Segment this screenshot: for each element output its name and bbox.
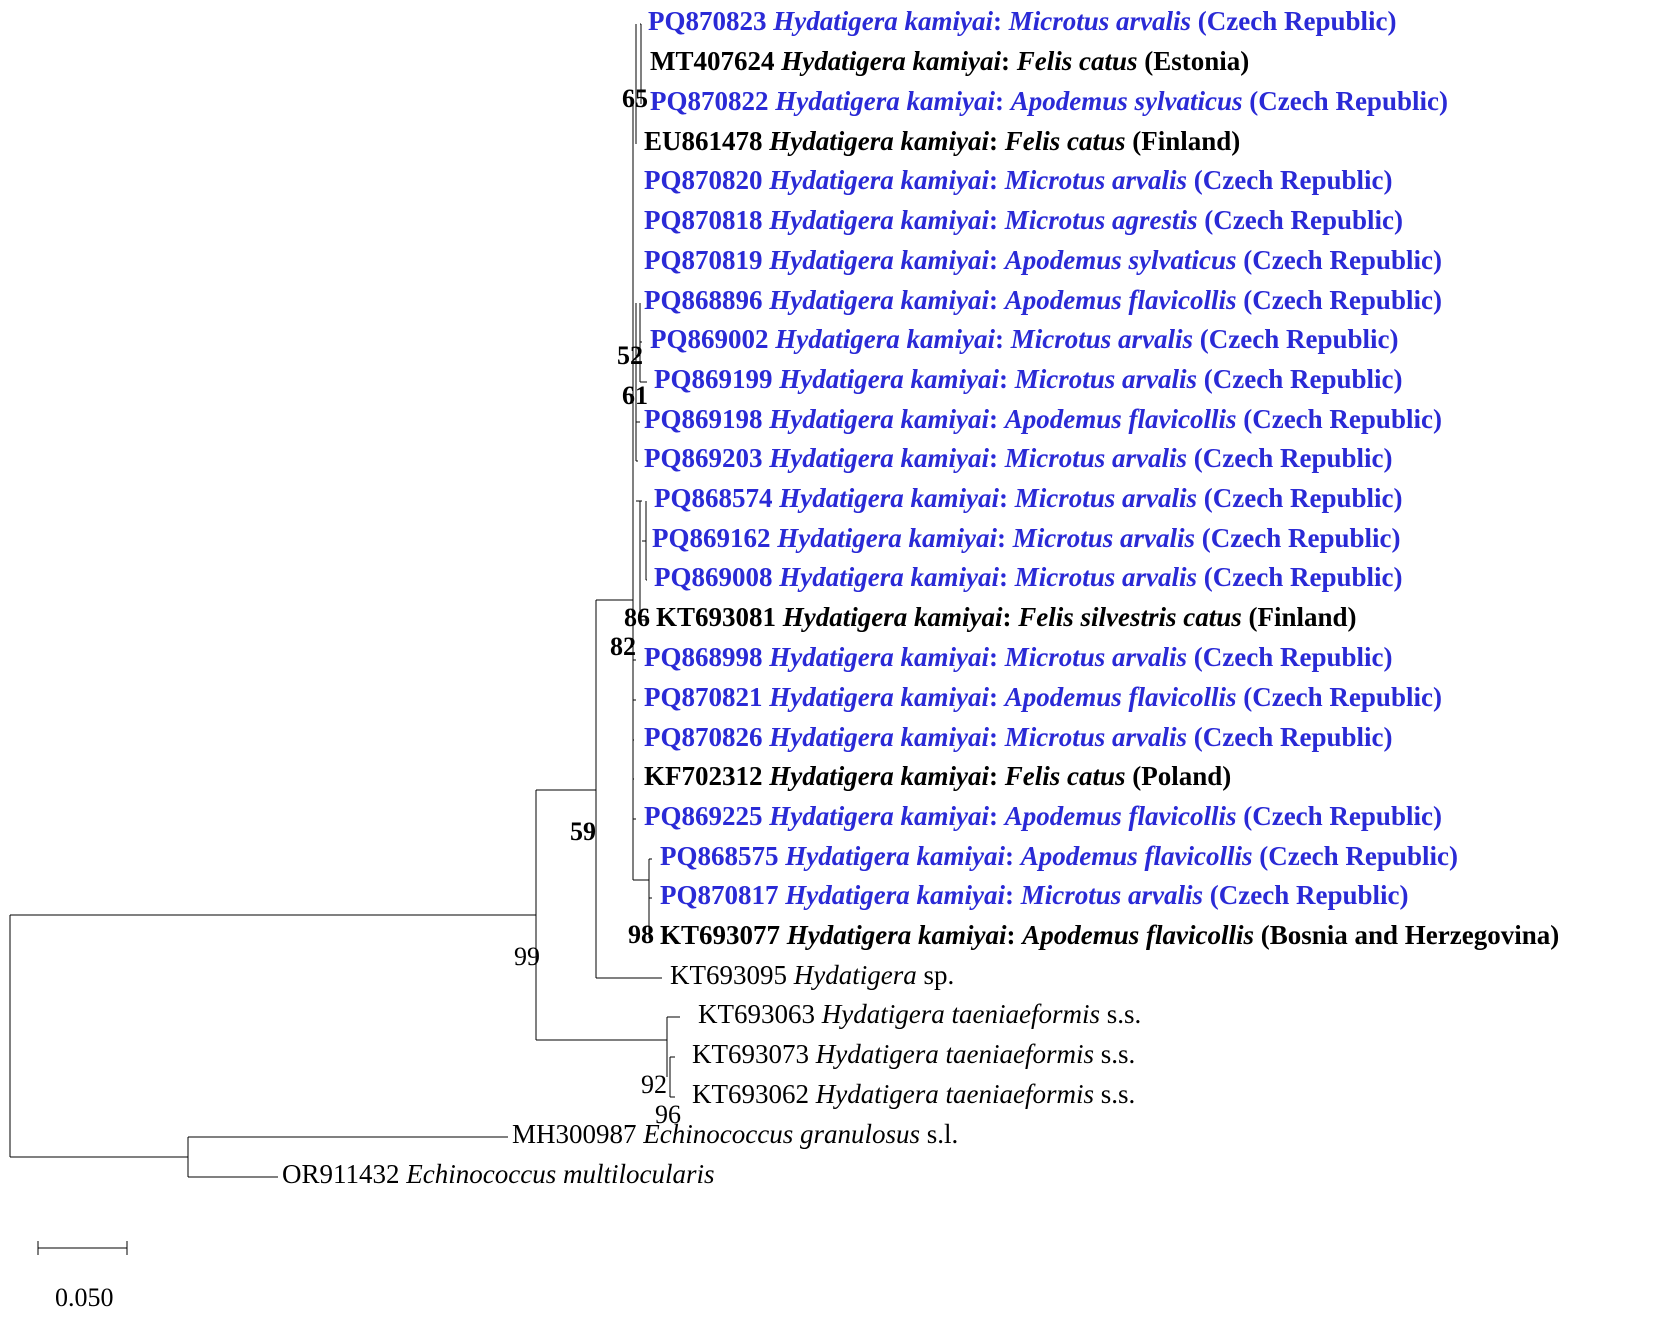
leaf-label: PQ868896 Hydatigera kamiyai: Apodemus fl…: [644, 285, 1442, 315]
leaf-label: PQ870817 Hydatigera kamiyai: Microtus ar…: [660, 880, 1408, 910]
leaf-label: PQ868574 Hydatigera kamiyai: Microtus ar…: [654, 483, 1402, 513]
leaf-label: PQ870826 Hydatigera kamiyai: Microtus ar…: [644, 722, 1392, 752]
leaf-label: PQ869162 Hydatigera kamiyai: Microtus ar…: [652, 523, 1400, 553]
bootstrap-value: 65: [622, 84, 648, 113]
tree-branches: [9, 23, 680, 1178]
leaf-label: KT693077 Hydatigera kamiyai: Apodemus fl…: [660, 920, 1559, 950]
leaf-label: PQ869008 Hydatigera kamiyai: Microtus ar…: [654, 562, 1402, 592]
leaf-label: PQ868998 Hydatigera kamiyai: Microtus ar…: [644, 642, 1392, 672]
leaf-label: PQ869225 Hydatigera kamiyai: Apodemus fl…: [644, 801, 1442, 831]
bootstrap-value: 61: [622, 381, 648, 410]
leaf-label: PQ870818 Hydatigera kamiyai: Microtus ag…: [644, 205, 1403, 235]
leaf-label: KT693073 Hydatigera taeniaeformis s.s.: [692, 1039, 1135, 1069]
bootstrap-value: 52: [617, 341, 643, 370]
bootstrap-value: 86: [624, 603, 650, 632]
leaf-labels: PQ870823 Hydatigera kamiyai: Microtus ar…: [282, 6, 1559, 1189]
leaf-label: PQ870819 Hydatigera kamiyai: Apodemus sy…: [644, 245, 1442, 275]
bootstrap-value: 98: [628, 920, 654, 949]
leaf-label: MH300987 Echinococcus granulosus s.l.: [512, 1119, 958, 1149]
bootstrap-value: 96: [655, 1100, 681, 1129]
leaf-label: KF702312 Hydatigera kamiyai: Felis catus…: [644, 761, 1231, 791]
scale-bar: 0.050: [37, 1241, 128, 1312]
leaf-label: PQ870820 Hydatigera kamiyai: Microtus ar…: [644, 165, 1392, 195]
leaf-label: PQ869203 Hydatigera kamiyai: Microtus ar…: [644, 443, 1392, 473]
leaf-label: PQ869002 Hydatigera kamiyai: Microtus ar…: [650, 324, 1398, 354]
leaf-label: KT693063 Hydatigera taeniaeformis s.s.: [698, 999, 1141, 1029]
leaf-label: EU861478 Hydatigera kamiyai: Felis catus…: [644, 126, 1240, 156]
leaf-label: KT693062 Hydatigera taeniaeformis s.s.: [692, 1079, 1135, 1109]
bootstrap-value: 92: [641, 1070, 667, 1099]
leaf-label: PQ869198 Hydatigera kamiyai: Apodemus fl…: [644, 404, 1442, 434]
bootstrap-value: 82: [610, 632, 636, 661]
leaf-label: PQ868575 Hydatigera kamiyai: Apodemus fl…: [660, 841, 1458, 871]
bootstrap-value: 59: [570, 817, 596, 846]
leaf-label: KT693081 Hydatigera kamiyai: Felis silve…: [656, 602, 1357, 632]
leaf-label: OR911432 Echinococcus multilocularis: [282, 1159, 714, 1189]
leaf-label: PQ870823 Hydatigera kamiyai: Microtus ar…: [648, 6, 1396, 36]
leaf-label: PQ870822 Hydatigera kamiyai: Apodemus sy…: [650, 86, 1448, 116]
scale-bar-label: 0.050: [55, 1283, 114, 1312]
leaf-label: KT693095 Hydatigera sp.: [670, 960, 954, 990]
leaf-label: PQ870821 Hydatigera kamiyai: Apodemus fl…: [644, 682, 1442, 712]
leaf-label: MT407624 Hydatigera kamiyai: Felis catus…: [650, 46, 1249, 76]
bootstrap-value: 99: [514, 942, 540, 971]
leaf-label: PQ869199 Hydatigera kamiyai: Microtus ar…: [654, 364, 1402, 394]
